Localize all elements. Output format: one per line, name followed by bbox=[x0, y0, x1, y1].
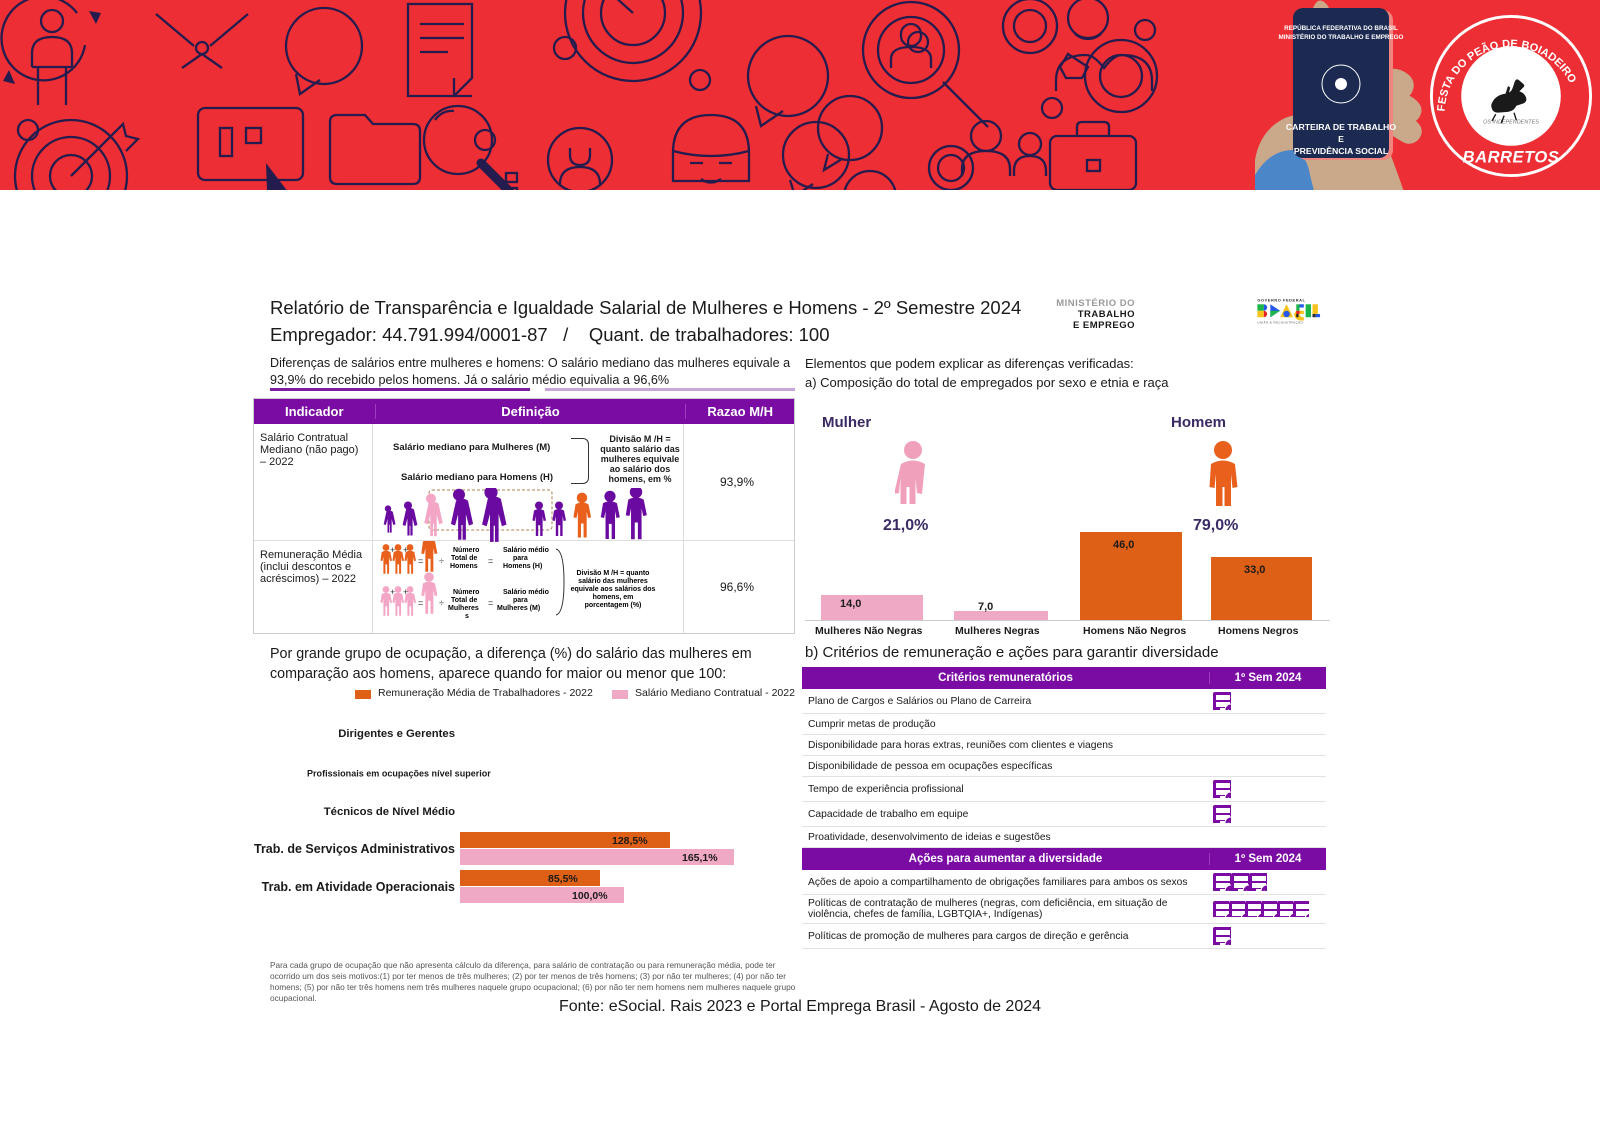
svg-text:=: = bbox=[488, 598, 493, 608]
svg-text:Homens: Homens bbox=[450, 563, 478, 570]
svg-text:Total de: Total de bbox=[451, 555, 477, 562]
svg-text:=: = bbox=[418, 556, 423, 566]
svg-text:Divisão M /H = quanto: Divisão M /H = quanto bbox=[577, 570, 650, 577]
svg-text:GOVERNO FEDERAL: GOVERNO FEDERAL bbox=[1257, 297, 1305, 302]
svg-text:E: E bbox=[1338, 134, 1344, 144]
svg-text:REPÚBLICA FEDERATIVA DO BRASIL: REPÚBLICA FEDERATIVA DO BRASIL bbox=[1284, 23, 1398, 32]
svg-text:UNIÃO E RECONSTRUÇÃO: UNIÃO E RECONSTRUÇÃO bbox=[1257, 320, 1303, 325]
svg-text:+: + bbox=[390, 587, 395, 597]
svg-text:salário das mulheres: salário das mulheres bbox=[578, 578, 648, 585]
svg-text:+: + bbox=[403, 587, 408, 597]
svg-text:CARTEIRA DE TRABALHO: CARTEIRA DE TRABALHO bbox=[1286, 122, 1396, 132]
svg-text:BARRETOS: BARRETOS bbox=[1463, 147, 1560, 166]
svg-text:para: para bbox=[513, 555, 528, 562]
svg-text:Número: Número bbox=[453, 547, 479, 554]
svg-text:Mulheres: Mulheres bbox=[448, 605, 479, 612]
svg-text:Salário médio: Salário médio bbox=[503, 547, 549, 554]
svg-text:Homens (H): Homens (H) bbox=[503, 563, 542, 570]
svg-text:÷: ÷ bbox=[439, 556, 444, 566]
svg-text:PREVIDÊNCIA SOCIAL: PREVIDÊNCIA SOCIAL bbox=[1294, 145, 1389, 156]
svg-text:para: para bbox=[513, 597, 528, 604]
svg-text:homens, em: homens, em bbox=[593, 594, 634, 601]
svg-text:+: + bbox=[390, 545, 395, 555]
svg-text:Número: Número bbox=[453, 589, 479, 596]
svg-text:Total de: Total de bbox=[451, 597, 477, 604]
svg-text:OS INDEPENDENTES: OS INDEPENDENTES bbox=[1483, 119, 1539, 125]
svg-text:Mulheres (M): Mulheres (M) bbox=[497, 605, 540, 612]
svg-text:=: = bbox=[418, 598, 423, 608]
svg-text:+: + bbox=[403, 545, 408, 555]
svg-text:Salário médio: Salário médio bbox=[503, 589, 549, 596]
svg-text:=: = bbox=[488, 556, 493, 566]
svg-text:porcentagem (%): porcentagem (%) bbox=[585, 602, 642, 609]
svg-text:÷: ÷ bbox=[439, 598, 444, 608]
svg-text:equivale aos salários dos: equivale aos salários dos bbox=[571, 586, 656, 593]
svg-text:s: s bbox=[465, 613, 469, 620]
svg-text:MINISTÉRIO DO TRABALHO E EMPRE: MINISTÉRIO DO TRABALHO E EMPREGO bbox=[1279, 32, 1404, 41]
